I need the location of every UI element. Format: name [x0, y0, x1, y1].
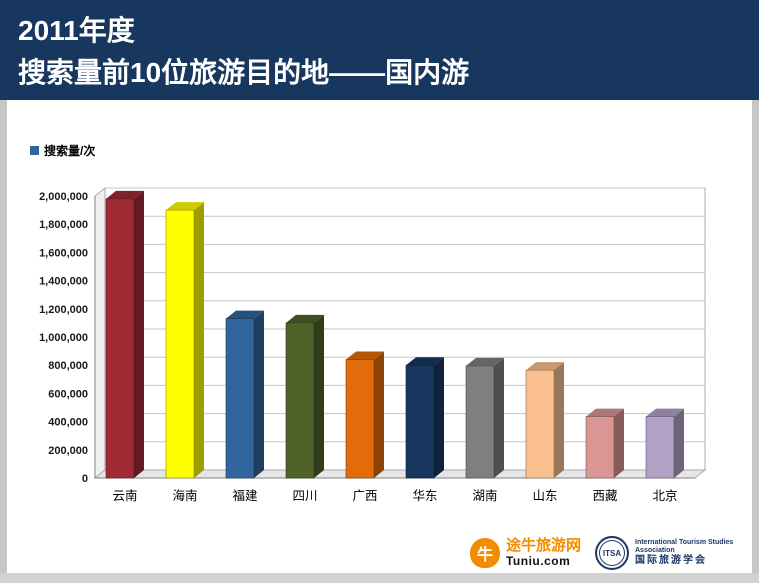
bar-side-face — [674, 408, 684, 478]
page-edge-bottom — [0, 573, 759, 583]
bar — [165, 202, 204, 479]
bar-front-face — [465, 365, 495, 479]
page-edge-left — [0, 100, 7, 583]
bar — [345, 351, 384, 479]
bar-top-face — [166, 202, 204, 211]
bar-top-face — [106, 190, 144, 199]
itsa-name-en: International Tourism Studies Associatio… — [635, 538, 734, 554]
bar-side-face — [254, 310, 264, 478]
x-axis-label: 北京 — [652, 489, 677, 503]
bar-front-face — [345, 359, 375, 479]
bar-chart-3d: 0 200,000 400,000 600,000 800,000 1,000,000 1,… — [39, 186, 707, 503]
x-axis-label: 广西 — [352, 489, 377, 503]
x-axis-label: 海南 — [172, 488, 197, 503]
header-line2: 搜索量前10位旅游目的地——国内游 — [18, 57, 470, 88]
bar-front-face — [225, 318, 255, 479]
bar-top-face — [526, 362, 564, 371]
bar-side-face — [434, 357, 444, 478]
bar-front-face — [645, 416, 675, 479]
bar — [105, 190, 144, 479]
x-axis-label: 福建 — [232, 488, 258, 503]
y-axis-label: 600,000 — [48, 388, 88, 400]
y-axis-label: 800,000 — [48, 360, 88, 372]
x-axis-label: 湖南 — [472, 488, 497, 503]
bar — [465, 357, 504, 479]
bar-side-face — [134, 190, 144, 478]
bar-side-face — [614, 408, 624, 478]
y-axis-label: 200,000 — [48, 445, 88, 457]
bar — [285, 314, 324, 479]
y-axis-label: 1,800,000 — [39, 219, 88, 231]
bar-top-face — [586, 408, 624, 417]
tuniu-logo: 牛 途牛旅游网 Tuniu.com — [469, 537, 581, 568]
bar-front-face — [405, 364, 435, 479]
bar — [525, 362, 564, 479]
bar-side-face — [494, 357, 504, 478]
bar-front-face — [165, 209, 195, 479]
legend-swatch-icon — [30, 146, 39, 155]
tuniu-domain: Tuniu.com — [505, 553, 571, 568]
tuniu-cow-icon: 牛 — [469, 537, 500, 568]
y-axis-label: 1,200,000 — [39, 304, 88, 316]
bar-side-face — [194, 202, 204, 478]
header-line1: 2011年度 — [18, 15, 135, 46]
bar — [225, 310, 264, 479]
x-axis-label: 四川 — [292, 489, 317, 503]
y-axis-label: 1,000,000 — [39, 332, 88, 344]
bar-top-face — [346, 351, 384, 360]
bar-front-face — [105, 198, 135, 479]
bar-top-face — [406, 357, 444, 366]
x-axis-label: 山东 — [532, 489, 557, 503]
itsa-seal-icon: ITSA — [595, 536, 629, 570]
bar — [585, 408, 624, 479]
bar-top-face — [466, 357, 504, 366]
bar-side-face — [374, 351, 384, 478]
page-edge-right — [752, 100, 759, 583]
bar-side-face — [554, 362, 564, 478]
legend-label: 搜索量/次 — [44, 144, 96, 158]
x-axis-label: 云南 — [112, 488, 137, 503]
chart-legend: 搜索量/次 — [30, 142, 95, 159]
bar-front-face — [285, 322, 315, 479]
bar-top-face — [286, 314, 324, 323]
chart-side-wall — [94, 186, 106, 480]
bar-side-face — [314, 314, 324, 478]
y-axis-label: 2,000,000 — [39, 191, 88, 203]
bar — [645, 408, 684, 479]
y-axis-label: 400,000 — [48, 417, 88, 429]
y-axis-label: 0 — [82, 473, 88, 485]
y-axis-label: 1,400,000 — [39, 276, 88, 288]
itsa-logo: ITSA International Tourism Studies Assoc… — [595, 536, 747, 570]
bar-front-face — [525, 369, 555, 479]
bar-front-face — [585, 416, 615, 479]
itsa-name-cn: 国际旅游学会 — [635, 555, 707, 567]
bar — [405, 357, 444, 479]
x-axis-label: 华东 — [412, 488, 437, 503]
y-axis-label: 1,600,000 — [39, 247, 88, 259]
bar-top-face — [226, 310, 264, 319]
x-axis-label: 西藏 — [592, 489, 618, 503]
tuniu-name: 途牛旅游网 — [505, 537, 581, 555]
itsa-abbr: ITSA — [602, 548, 622, 558]
slide-header: 2011年度 搜索量前10位旅游目的地——国内游 — [0, 0, 759, 100]
bar-top-face — [646, 408, 684, 417]
footer-logos: 牛 途牛旅游网 Tuniu.com ITSA International Tou… — [469, 536, 747, 570]
